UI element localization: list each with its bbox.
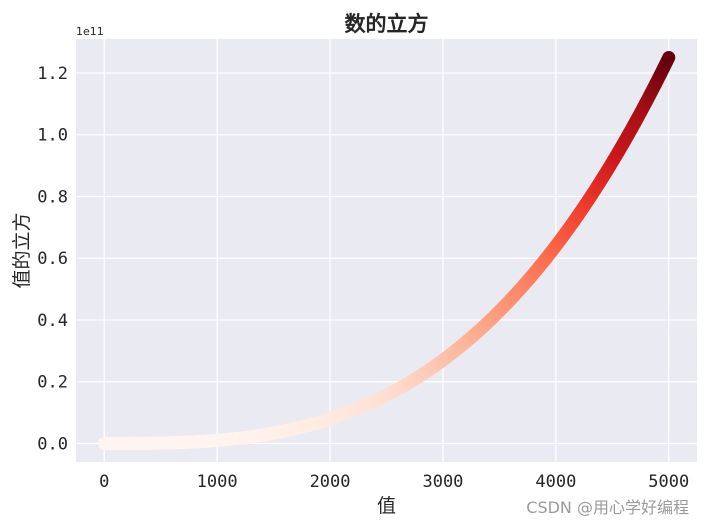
x-axis-ticks: 0 1000 2000 3000 4000 5000	[99, 472, 689, 492]
x-tick-label: 1000	[197, 472, 238, 492]
x-tick-label: 5000	[648, 472, 689, 492]
y-tick-label: 0.2	[37, 373, 68, 393]
x-axis-label: 值	[377, 495, 396, 517]
y-tick-label: 1.2	[37, 64, 68, 84]
y-tick-label: 0.6	[37, 249, 68, 269]
y-tick-label: 0.0	[37, 434, 68, 454]
y-axis-label: 值的立方	[11, 212, 33, 288]
y-axis-offset-text: 1e11	[76, 25, 104, 38]
y-tick-label: 1.0	[37, 126, 68, 146]
chart-title: 数的立方	[345, 12, 429, 36]
data-points	[97, 51, 676, 450]
data-point	[662, 51, 676, 65]
y-axis-ticks: 0.0 0.2 0.4 0.6 0.8 1.0 1.2	[37, 64, 68, 455]
y-tick-label: 0.4	[37, 311, 68, 331]
x-tick-label: 3000	[422, 472, 463, 492]
x-tick-label: 0	[99, 472, 109, 492]
watermark: CSDN @用心学好编程	[526, 498, 689, 517]
x-tick-label: 4000	[535, 472, 576, 492]
x-tick-label: 2000	[310, 472, 351, 492]
y-tick-label: 0.8	[37, 187, 68, 207]
